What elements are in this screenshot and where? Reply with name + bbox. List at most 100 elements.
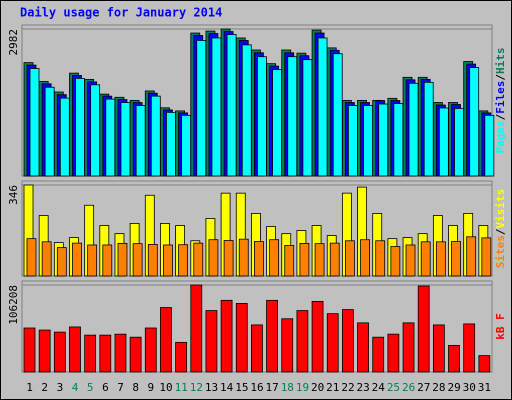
bar bbox=[469, 67, 480, 177]
legend-separator: / bbox=[494, 113, 507, 120]
bar bbox=[393, 103, 404, 177]
x-tick-label: 18 bbox=[281, 381, 294, 394]
bar bbox=[402, 322, 415, 373]
bar bbox=[87, 244, 98, 277]
bar bbox=[435, 241, 446, 277]
bar bbox=[120, 102, 131, 177]
x-tick-label: 29 bbox=[447, 381, 460, 394]
bar bbox=[302, 59, 313, 177]
bar bbox=[144, 327, 157, 373]
bar bbox=[332, 53, 343, 177]
bar bbox=[72, 242, 82, 277]
bar bbox=[211, 37, 222, 177]
x-tick-label: 3 bbox=[57, 381, 64, 394]
bar bbox=[432, 324, 445, 373]
x-tick-label: 6 bbox=[102, 381, 109, 394]
x-tick-label: 21 bbox=[326, 381, 339, 394]
bar bbox=[132, 243, 143, 277]
bar bbox=[481, 237, 492, 277]
x-tick-label: 16 bbox=[250, 381, 263, 394]
bar bbox=[372, 336, 385, 373]
bar bbox=[448, 344, 460, 373]
bar bbox=[166, 112, 176, 177]
bar bbox=[196, 40, 207, 177]
x-tick-label: 1 bbox=[26, 381, 33, 394]
bar bbox=[360, 239, 370, 277]
bar bbox=[178, 244, 189, 277]
bar bbox=[272, 69, 282, 177]
bar bbox=[150, 95, 161, 177]
x-tick-label: 12 bbox=[190, 381, 203, 394]
bar bbox=[241, 44, 252, 177]
bar bbox=[438, 107, 449, 177]
bar bbox=[220, 299, 233, 373]
bar bbox=[417, 285, 430, 373]
bar bbox=[317, 37, 328, 177]
legend-label: Sites bbox=[494, 235, 507, 268]
bar bbox=[284, 245, 295, 277]
bar bbox=[375, 240, 386, 277]
x-tick-label: 4 bbox=[72, 381, 79, 394]
x-tick-label: 30 bbox=[463, 381, 476, 394]
x-tick-label: 26 bbox=[402, 381, 415, 394]
bar bbox=[44, 86, 55, 177]
x-tick-label: 8 bbox=[132, 381, 139, 394]
bar bbox=[266, 299, 278, 373]
x-tick-label: 5 bbox=[87, 381, 94, 394]
bar bbox=[226, 34, 237, 177]
bar bbox=[296, 310, 309, 373]
bar bbox=[466, 236, 477, 277]
bar bbox=[408, 82, 419, 177]
bar bbox=[160, 307, 172, 373]
bar bbox=[41, 241, 52, 277]
legend-separator: / bbox=[494, 74, 507, 81]
bar bbox=[420, 241, 431, 277]
legend: Sites/Visits bbox=[494, 189, 507, 269]
y-tick-label: 2982 bbox=[7, 29, 20, 56]
bar bbox=[135, 105, 146, 177]
x-tick-label: 28 bbox=[432, 381, 445, 394]
bar bbox=[451, 241, 461, 277]
legend-label: Visits bbox=[494, 189, 507, 229]
bar bbox=[347, 105, 358, 177]
bar bbox=[238, 238, 249, 277]
bar bbox=[23, 327, 36, 373]
legend-label: Pages bbox=[494, 120, 507, 153]
bar bbox=[257, 56, 267, 177]
x-tick-label: 24 bbox=[372, 381, 386, 394]
x-tick-label: 10 bbox=[159, 381, 172, 394]
x-tick-label: 19 bbox=[296, 381, 309, 394]
bar bbox=[114, 333, 127, 373]
bar bbox=[175, 341, 188, 373]
bar bbox=[38, 329, 51, 373]
bar bbox=[299, 242, 310, 277]
bar bbox=[26, 238, 37, 277]
y-tick-label: 346 bbox=[7, 185, 20, 205]
x-tick-label: 23 bbox=[357, 381, 370, 394]
x-tick-label: 15 bbox=[235, 381, 248, 394]
bar bbox=[53, 331, 66, 373]
legend-label: kB F bbox=[494, 313, 507, 340]
bar bbox=[59, 97, 70, 177]
x-tick-label: 7 bbox=[117, 381, 124, 394]
legend-label: Files bbox=[494, 81, 507, 114]
x-tick-label: 27 bbox=[417, 381, 430, 394]
bar bbox=[281, 318, 294, 373]
bar bbox=[254, 241, 264, 277]
bar bbox=[90, 84, 101, 177]
bar bbox=[363, 105, 373, 177]
bar bbox=[163, 244, 173, 277]
bar bbox=[193, 242, 204, 277]
bar bbox=[314, 243, 325, 277]
bar bbox=[181, 114, 192, 177]
bar bbox=[29, 68, 40, 177]
x-tick-label: 14 bbox=[220, 381, 234, 394]
bar bbox=[463, 323, 476, 373]
legend: Pages/Files/Hits bbox=[494, 48, 507, 154]
bar bbox=[269, 239, 279, 277]
bar bbox=[378, 103, 389, 177]
bar bbox=[287, 56, 298, 177]
x-tick-label: 17 bbox=[266, 381, 279, 394]
chart-title: Daily usage for January 2014 bbox=[20, 6, 222, 20]
